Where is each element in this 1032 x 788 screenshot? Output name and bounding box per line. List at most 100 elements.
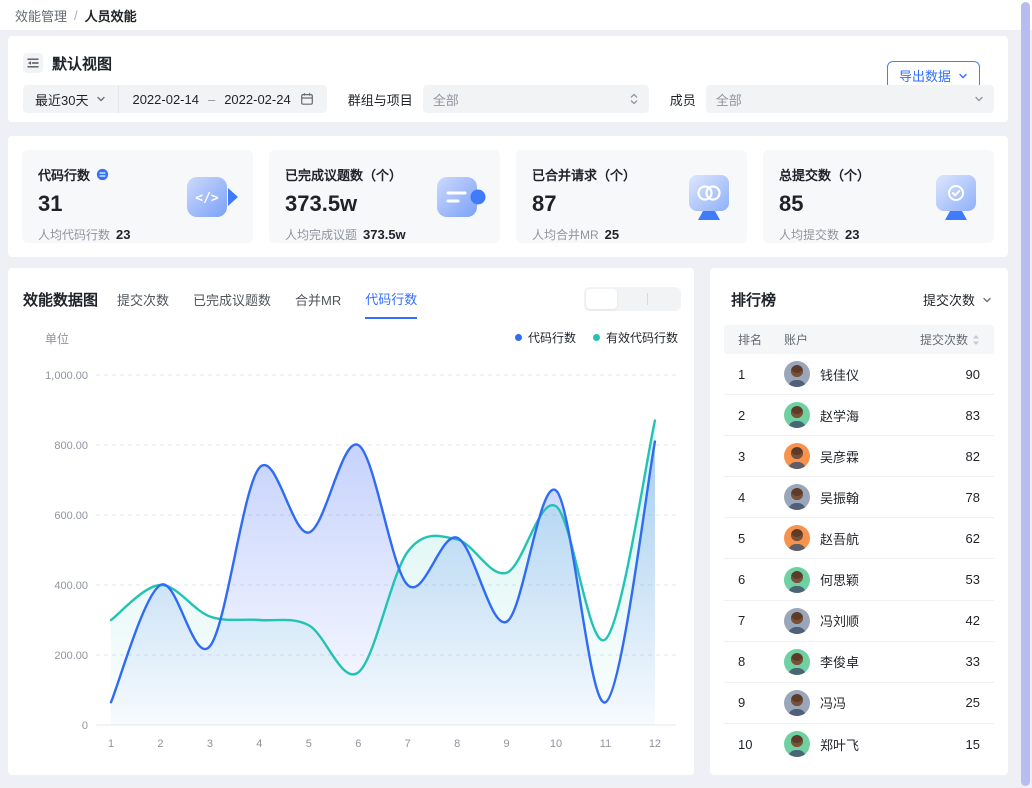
- vertical-scrollbar[interactable]: [1021, 2, 1030, 786]
- legend-label: 代码行数: [527, 331, 576, 345]
- tab-code-lines[interactable]: 代码行数: [365, 289, 418, 319]
- stat-card-merged-requests: 已合并请求（个） 87 人均合并MR 25: [516, 150, 747, 243]
- rank-cell: 8: [738, 654, 746, 670]
- member-label: 成员: [669, 92, 696, 108]
- sort-icon[interactable]: [972, 334, 980, 346]
- leaderboard-row[interactable]: 2 赵学海 83: [724, 395, 994, 437]
- chart-type-segment-3[interactable]: [648, 289, 679, 309]
- leaderboard-row[interactable]: 4 吴振翰 78: [724, 477, 994, 519]
- completed-issues-icon: [436, 175, 486, 219]
- metric-value-cell: 82: [965, 448, 980, 464]
- account-name: 吴彦霖: [820, 449, 860, 465]
- tab-merge-mr[interactable]: 合并MR: [295, 293, 342, 308]
- svg-text:7: 7: [405, 738, 411, 750]
- legend-item-code-lines[interactable]: 代码行数: [514, 329, 576, 346]
- account-name: 何思颖: [820, 573, 860, 589]
- code-lines-icon: </>: [186, 175, 239, 219]
- date-end-value[interactable]: 2022-02-24: [224, 91, 291, 107]
- svg-text:1: 1: [108, 738, 114, 750]
- stat-title: 总提交数（个）: [779, 168, 871, 183]
- leaderboard-metric-value: 提交次数: [922, 293, 975, 308]
- divider: [118, 85, 120, 113]
- stat-sub-value: 373.5w: [363, 227, 406, 242]
- stat-title: 代码行数: [38, 168, 91, 183]
- legend-dot: [514, 334, 522, 341]
- stat-sub-label: 人均代码行数: [38, 228, 111, 242]
- avatar: [784, 689, 810, 716]
- calendar-icon[interactable]: [300, 92, 314, 106]
- group-project-select[interactable]: 全部: [422, 85, 649, 113]
- chart-title: 效能数据图: [23, 292, 99, 309]
- leaderboard-row[interactable]: 7 冯刘顺 42: [724, 601, 994, 642]
- member-select[interactable]: 全部: [705, 85, 994, 113]
- leaderboard-title: 排行榜: [731, 292, 777, 309]
- svg-text:400.00: 400.00: [54, 580, 88, 592]
- rank-cell: 7: [738, 613, 746, 629]
- export-data-label: 导出数据: [898, 69, 951, 84]
- leaderboard-row[interactable]: 9 冯冯 25: [724, 683, 994, 724]
- rank-cell: 3: [738, 448, 746, 464]
- view-switch-icon[interactable]: [23, 53, 43, 73]
- chevron-down-icon: [974, 94, 984, 104]
- metric-value-cell: 15: [965, 736, 980, 752]
- svg-text:600.00: 600.00: [54, 510, 88, 522]
- avatar: [784, 566, 810, 593]
- svg-text:2: 2: [157, 738, 163, 750]
- svg-text:200.00: 200.00: [54, 650, 88, 662]
- leaderboard-row[interactable]: 3 吴彦霖 82: [724, 436, 994, 478]
- group-project-value: 全部: [432, 92, 459, 108]
- chart-type-switcher[interactable]: [584, 287, 681, 311]
- leaderboard-row[interactable]: 1 钱佳仪 90: [724, 354, 994, 396]
- date-range-inputs[interactable]: 2022-02-14 – 2022-02-24: [119, 92, 326, 107]
- svg-text:10: 10: [550, 738, 562, 750]
- avatar: [784, 648, 810, 675]
- view-row: 默认视图 导出数据: [23, 49, 994, 90]
- date-start-value[interactable]: 2022-02-14: [132, 91, 199, 107]
- metric-value-cell: 83: [965, 407, 980, 423]
- stat-title: 已完成议题数（个）: [285, 168, 403, 183]
- account-name: 吴振翰: [820, 490, 860, 506]
- tab-commit-count[interactable]: 提交次数: [117, 293, 170, 308]
- view-header-card: 默认视图 导出数据 最近30天 2022-02-14 – 2022-02-24: [8, 36, 1008, 122]
- date-range-control[interactable]: 最近30天 2022-02-14 – 2022-02-24: [23, 85, 327, 113]
- chart-type-segment-2[interactable]: [617, 289, 648, 309]
- breadcrumb-separator: /: [74, 7, 78, 23]
- page-title: 默认视图: [52, 55, 113, 73]
- svg-text:800.00: 800.00: [54, 440, 88, 452]
- circle-lines-badge-icon[interactable]: [96, 168, 109, 181]
- rank-cell: 9: [738, 695, 746, 711]
- svg-text:4: 4: [256, 738, 262, 750]
- avatar: [784, 484, 810, 511]
- tab-completed-issues[interactable]: 已完成议题数: [193, 293, 272, 308]
- stat-sub-value: 25: [604, 227, 620, 242]
- metric-value-cell: 62: [965, 530, 980, 546]
- stat-sub-label: 人均完成议题: [285, 228, 358, 242]
- metric-value-cell: 42: [965, 613, 980, 629]
- leaderboard-row[interactable]: 5 赵吾航 62: [724, 518, 994, 560]
- rank-cell: 2: [738, 407, 746, 423]
- chart-type-segment-1[interactable]: [586, 289, 617, 309]
- date-preset-select[interactable]: 最近30天: [23, 90, 118, 109]
- account-name: 赵学海: [820, 408, 860, 424]
- rank-cell: 5: [738, 530, 746, 546]
- leaderboard-row[interactable]: 10 郑叶飞 15: [724, 724, 994, 765]
- leaderboard-metric-select[interactable]: 提交次数: [923, 290, 992, 309]
- y-axis-unit-label: 单位: [45, 332, 70, 346]
- legend-item-valid-code-lines[interactable]: 有效代码行数: [592, 329, 678, 346]
- avatar: [784, 361, 810, 388]
- filters-row: 最近30天 2022-02-14 – 2022-02-24 群组与项目 全部: [23, 85, 994, 113]
- leaderboard-row[interactable]: 8 李俊卓 33: [724, 642, 994, 683]
- avatar: [784, 607, 810, 634]
- leaderboard-rows: 1 钱佳仪 90 2 赵学海 83 3 吴彦霖 82 4 吴振翰 78 5 赵吾…: [724, 354, 994, 765]
- member-value: 全部: [715, 92, 742, 108]
- leaderboard-row[interactable]: 6 何思颖 53: [724, 559, 994, 601]
- column-account: 账户: [784, 333, 809, 347]
- breadcrumb-parent[interactable]: 效能管理: [15, 8, 68, 24]
- leaderboard-header-row: 排名 账户 提交次数: [724, 325, 994, 354]
- stat-sub-value: 23: [116, 227, 131, 242]
- svg-text:3: 3: [207, 738, 213, 750]
- total-commits-icon: [932, 174, 980, 220]
- rank-cell: 10: [738, 736, 753, 752]
- account-name: 李俊卓: [820, 655, 860, 671]
